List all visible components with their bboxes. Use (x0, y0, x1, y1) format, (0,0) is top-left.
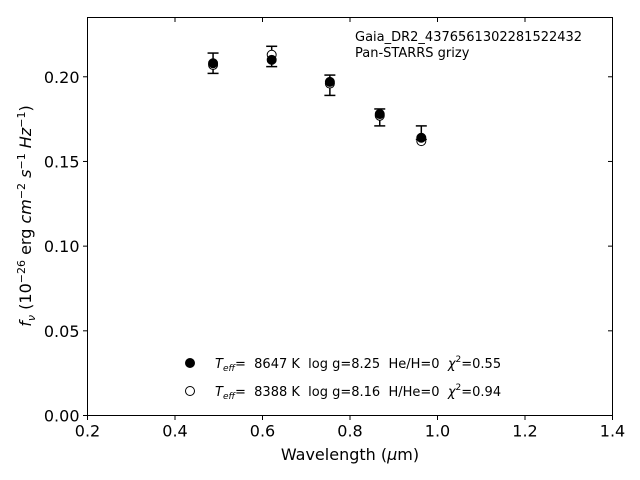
data-point-filled (266, 54, 277, 65)
y-tick-label: 0.00 (44, 407, 80, 426)
y-tick-label: 0.10 (44, 237, 80, 256)
data-point-filled (416, 132, 427, 143)
legend-entry-1: Teff= 8647 K log g=8.25 He/H=0 χ2=0.55 (215, 355, 501, 374)
legend-marker-filled (185, 358, 195, 368)
y-tick-label: 0.20 (44, 68, 80, 87)
model-series (208, 49, 427, 147)
x-tick-label: 1.0 (425, 422, 450, 441)
x-tick-label: 0.2 (75, 422, 100, 441)
y-tick-label: 0.15 (44, 152, 80, 171)
x-axis-ticks: 0.2 0.4 0.6 0.8 1.0 1.2 1.4 (75, 17, 625, 441)
x-tick-label: 0.4 (162, 422, 187, 441)
y-tick-label: 0.05 (44, 322, 80, 341)
legend-marker-open (185, 386, 195, 396)
annotation-object-id: Gaia_DR2_4376561302281522432 (355, 30, 582, 45)
x-tick-label: 1.2 (512, 422, 537, 441)
x-axis-label: Wavelength (μm) (281, 445, 419, 464)
x-tick-label: 0.8 (337, 422, 362, 441)
data-point-filled (374, 109, 385, 120)
y-axis-ticks: 0.00 0.05 0.10 0.15 0.20 (44, 68, 613, 426)
legend: Teff= 8647 K log g=8.25 He/H=0 χ2=0.55 T… (185, 355, 501, 402)
legend-entry-2: Teff= 8388 K log g=8.16 H/He=0 χ2=0.94 (215, 383, 501, 402)
plot-area-frame (87, 17, 613, 416)
annotation-survey: Pan-STARRS grizy (355, 46, 470, 61)
data-point-filled (324, 76, 335, 87)
data-point-filled (208, 58, 219, 69)
x-tick-label: 1.4 (600, 422, 625, 441)
y-axis-label: fν (10−26 erg cm−2 s−1 Hz−1) (15, 105, 38, 326)
x-tick-label: 0.6 (250, 422, 275, 441)
